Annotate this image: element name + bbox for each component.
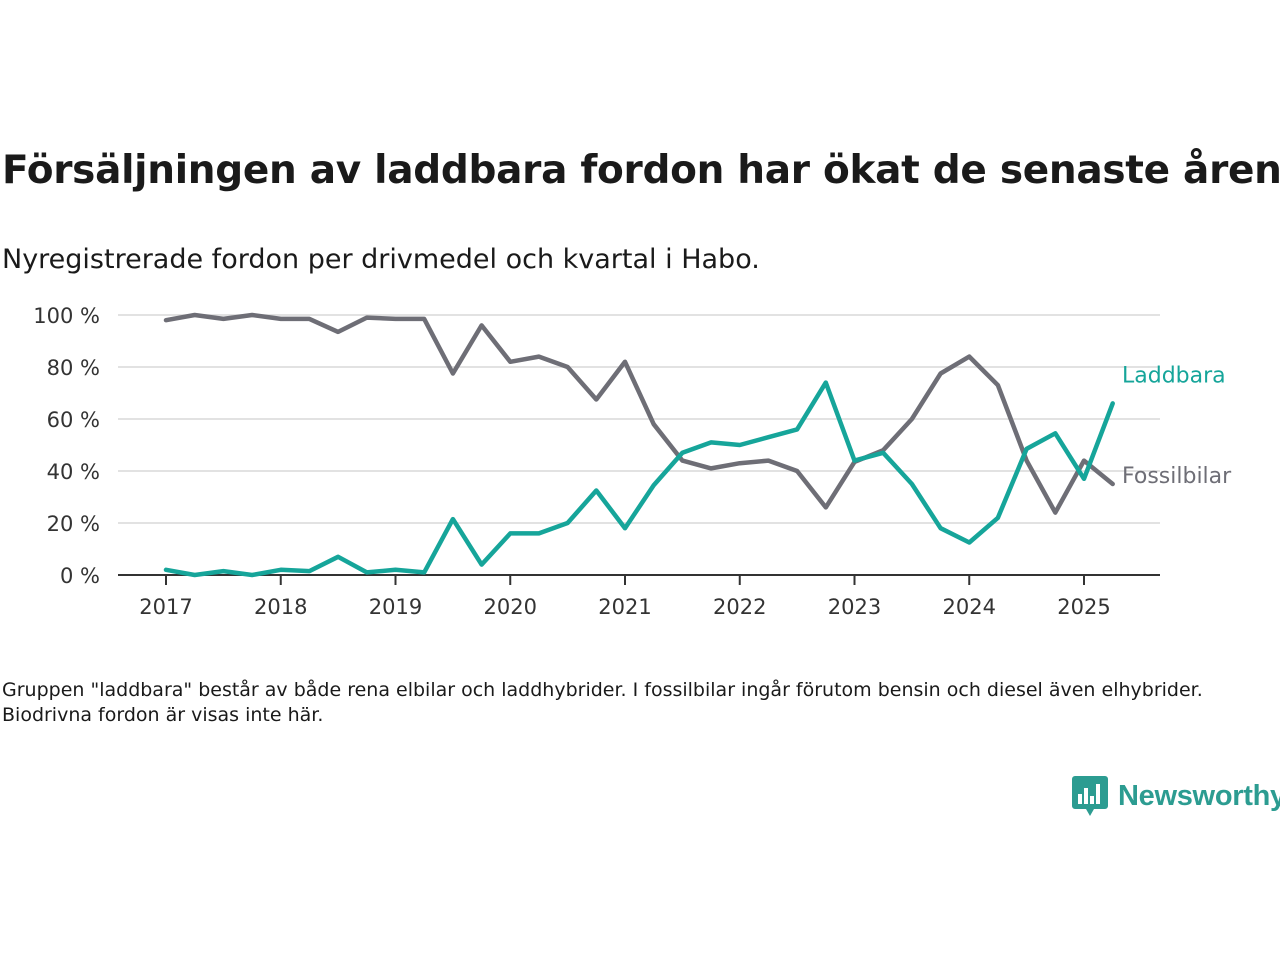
x-tick-label: 2017: [139, 595, 192, 619]
bar-chart-icon: [1072, 776, 1108, 816]
y-tick-label: 80 %: [47, 356, 100, 380]
newsworthy-logo[interactable]: Newsworthy: [1072, 776, 1280, 816]
series-label-laddbara: Laddbara: [1122, 363, 1226, 388]
y-tick-label: 20 %: [47, 512, 100, 536]
series-label-fossilbilar: Fossilbilar: [1122, 464, 1232, 489]
x-tick-label: 2022: [713, 595, 766, 619]
footnote: Gruppen "laddbara" består av både rena e…: [2, 679, 1203, 726]
x-tick-label: 2018: [254, 595, 307, 619]
y-tick-label: 0 %: [60, 564, 100, 588]
series-line-laddbara: [163, 380, 1115, 578]
x-tick-label: 2023: [828, 595, 881, 619]
y-axis: 0 % 20 % 40 % 60 % 80 % 100 %: [33, 304, 100, 588]
y-tick-label: 100 %: [33, 304, 100, 328]
series-lines: [163, 312, 1115, 578]
x-tick-label: 2019: [369, 595, 422, 619]
x-tick-label: 2024: [943, 595, 996, 619]
gridlines: [118, 314, 1160, 524]
y-tick-label: 60 %: [47, 408, 100, 432]
chart-subtitle: Nyregistrerade fordon per drivmedel och …: [2, 244, 760, 275]
x-tick-label: 2025: [1057, 595, 1110, 619]
series-line-fossilbilar: [163, 312, 1115, 515]
series-labels: Laddbara Fossilbilar: [1122, 363, 1232, 489]
chart-title: Försäljningen av laddbara fordon har öka…: [2, 148, 1280, 193]
x-tick-label: 2021: [598, 595, 651, 619]
x-axis: 2017 2018 2019 2020 2021 2022 2023 2024 2025: [118, 574, 1160, 619]
brand-name: Newsworthy: [1118, 779, 1280, 812]
line-chart: 0 % 20 % 40 % 60 % 80 % 100 % 2017 2018 2019 202…: [33, 304, 1232, 619]
x-tick-label: 2020: [484, 595, 537, 619]
y-tick-label: 40 %: [47, 460, 100, 484]
